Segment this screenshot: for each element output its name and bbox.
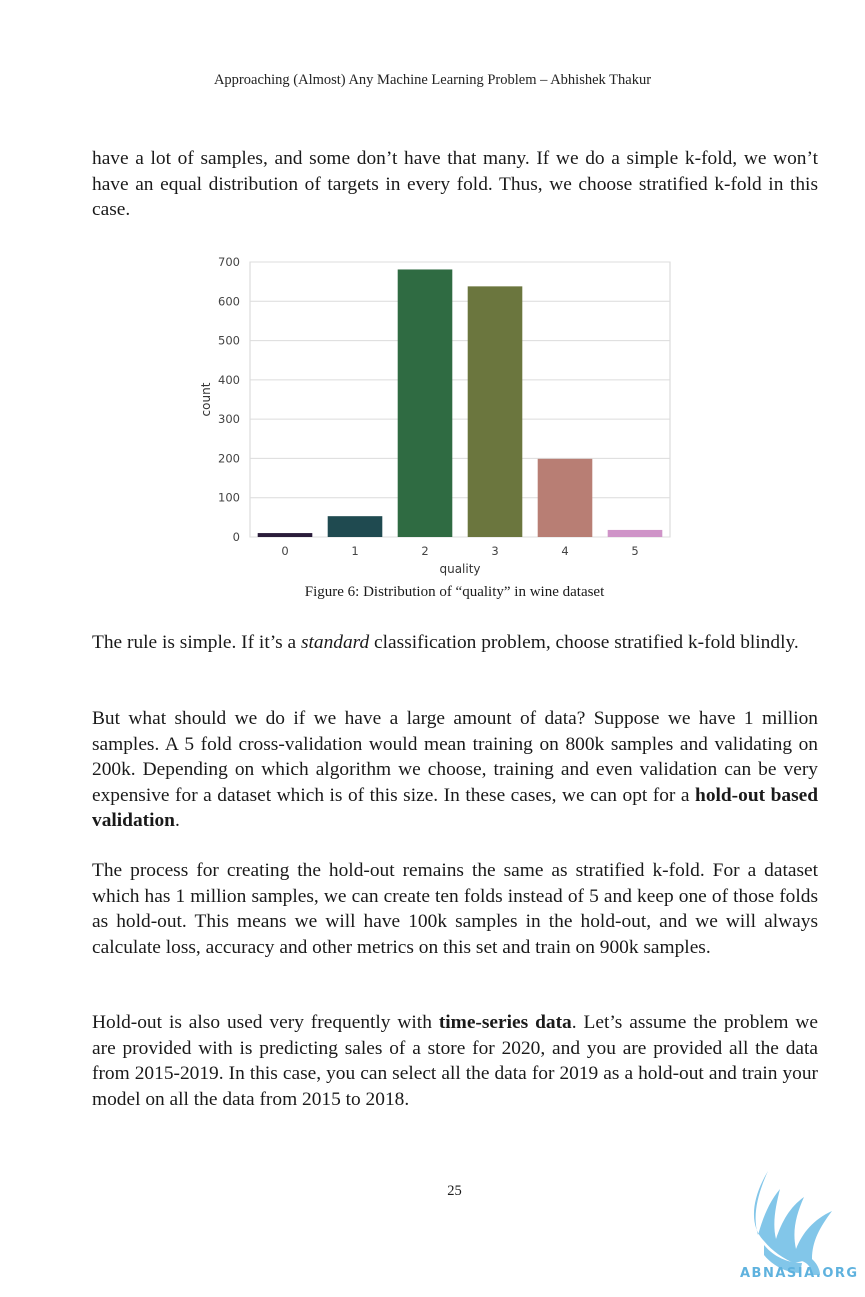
page-number: 25 (447, 1183, 462, 1199)
text-span: . (174, 810, 180, 831)
figure-caption: Figure 6: Distribution of “quality” in w… (304, 584, 605, 600)
emphasis-text: standard (300, 632, 370, 653)
bold-term: time-series data (438, 1012, 572, 1033)
bar (397, 269, 453, 537)
y-axis-label: count (199, 382, 213, 416)
x-tick-label: 4 (561, 544, 568, 558)
y-tick-label: 200 (218, 451, 240, 465)
plot-frame (249, 261, 671, 538)
bold-term: hold-out based validation (92, 784, 819, 832)
text-span: The rule is simple. If it’s a (92, 632, 301, 653)
bar (467, 286, 523, 537)
text-span: . Let’s assume the problem we are provid… (92, 1012, 818, 1110)
bar-chart: 0 100 200 300 400 500 600 700 0 1 2 3 4 5 quality count (190, 252, 680, 582)
y-tick-label: 300 (218, 412, 240, 426)
running-header: Approaching (Almost) Any Machine Learnin… (213, 72, 652, 88)
y-tick-label: 100 (218, 491, 240, 505)
x-tick-label: 1 (351, 544, 358, 558)
paragraph: But what should we do if we have a large… (92, 706, 818, 834)
x-tick-label: 2 (421, 544, 428, 558)
x-tick-label: 5 (631, 544, 638, 558)
watermark-text: ABNASIA.ORG (740, 1266, 859, 1281)
x-axis-label: quality (439, 562, 480, 576)
paragraph: The rule is simple. If it’s a standard c… (92, 630, 818, 656)
text-span: But what should we do if we have a large… (92, 708, 818, 806)
x-tick-label: 0 (281, 544, 288, 558)
text-span: Hold-out is also used very frequently wi… (92, 1012, 439, 1033)
bar (257, 533, 313, 537)
y-tick-label: 700 (218, 255, 240, 269)
watermark-bird-logo (753, 1171, 832, 1275)
bar (607, 529, 663, 537)
y-tick-label: 600 (218, 294, 240, 308)
paragraph: have a lot of samples, and some don’t ha… (92, 148, 818, 220)
x-tick-label: 3 (491, 544, 498, 558)
chart-svg: 0 100 200 300 400 500 600 700 0 1 2 3 4 5 quality count (199, 255, 671, 576)
y-tick-label: 400 (218, 373, 240, 387)
y-tick-label: 500 (218, 334, 240, 348)
paragraph: The process for creating the hold-out re… (92, 860, 818, 958)
paragraph: Hold-out is also used very frequently wi… (92, 1010, 818, 1112)
text-span: classification problem, choose stratifie… (369, 632, 799, 653)
bar (327, 516, 383, 537)
bar (537, 458, 593, 537)
y-tick-label: 0 (233, 530, 240, 544)
